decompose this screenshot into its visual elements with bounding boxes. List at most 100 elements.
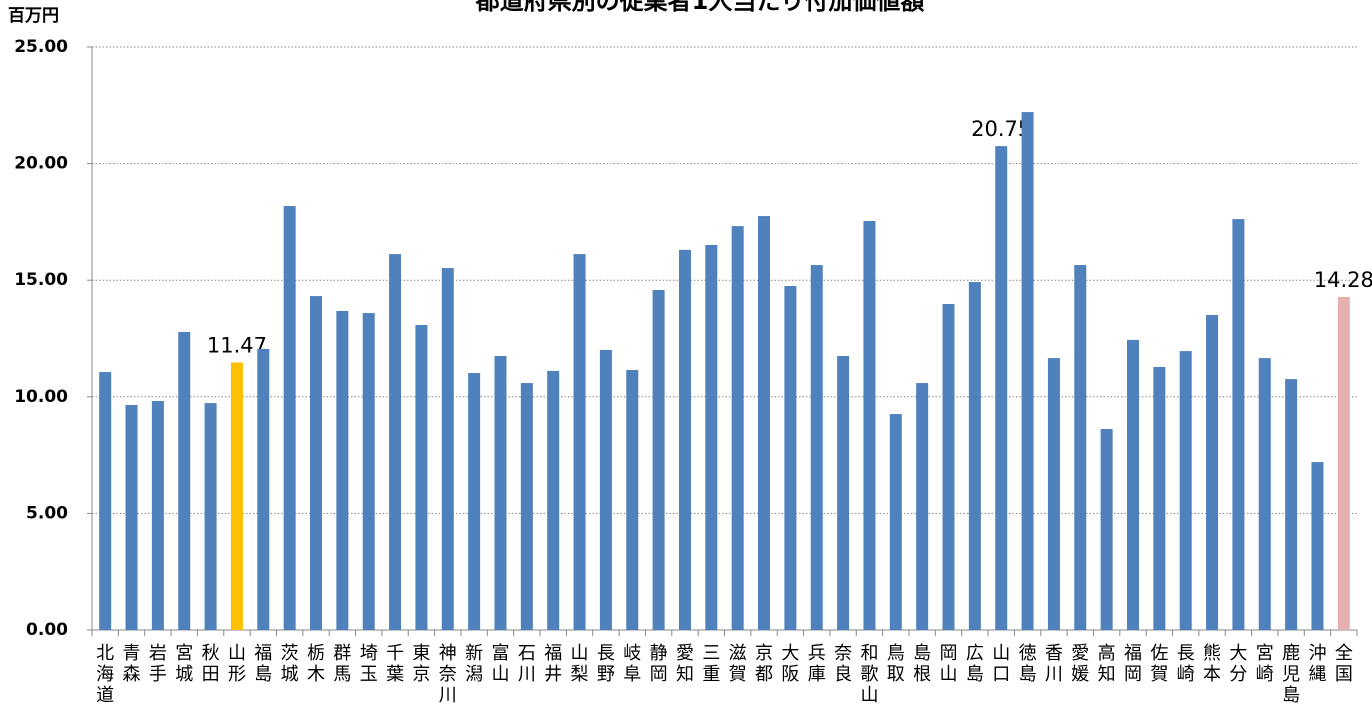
x-tick-label: 福島 bbox=[254, 643, 272, 685]
x-tick-label: 宮城 bbox=[175, 643, 193, 685]
x-tick-label: 全国 bbox=[1335, 643, 1353, 685]
x-tick-label: 千葉 bbox=[386, 643, 404, 685]
x-tick-label: 神奈川 bbox=[439, 643, 457, 705]
bar bbox=[310, 296, 323, 630]
bar bbox=[415, 324, 428, 630]
bar bbox=[547, 370, 560, 630]
bar bbox=[1047, 358, 1060, 630]
y-tick-label: 10.00 bbox=[14, 387, 68, 407]
y-tick-label: 20.00 bbox=[14, 154, 68, 174]
x-tick-label: 島根 bbox=[913, 643, 931, 685]
x-tick-label: 福岡 bbox=[1124, 643, 1142, 685]
y-tick-label: 25.00 bbox=[14, 37, 68, 57]
x-tick-label: 広島 bbox=[966, 643, 984, 685]
x-tick-label: 沖縄 bbox=[1308, 643, 1326, 685]
bar bbox=[204, 403, 217, 630]
x-tick-label: 石川 bbox=[518, 643, 536, 685]
bar bbox=[678, 249, 691, 630]
data-label: 20.75 bbox=[971, 117, 1031, 141]
bar bbox=[626, 369, 639, 630]
y-tick-label: 0.00 bbox=[26, 620, 68, 640]
bar bbox=[520, 383, 533, 630]
x-tick-label: 栃木 bbox=[307, 643, 325, 685]
x-tick-label: 大阪 bbox=[781, 643, 799, 685]
x-tick-label: 奈良 bbox=[834, 643, 852, 685]
x-tick-label: 佐賀 bbox=[1150, 643, 1168, 685]
bar bbox=[468, 373, 481, 630]
x-tick-label: 青森 bbox=[123, 643, 141, 685]
x-tick-label: 岐阜 bbox=[623, 643, 641, 685]
x-tick-label: 長野 bbox=[597, 643, 615, 685]
bar bbox=[1337, 296, 1350, 630]
bar bbox=[1285, 379, 1298, 630]
x-tick-label: 群馬 bbox=[333, 643, 351, 685]
chart-title: 都道府県別の従業者1人当たり付加価値額 bbox=[475, 0, 925, 15]
bar bbox=[151, 400, 164, 630]
bar bbox=[1232, 219, 1245, 630]
x-tick-label: 長崎 bbox=[1177, 643, 1195, 685]
bar bbox=[230, 362, 243, 630]
x-tick-label: 鳥取 bbox=[887, 643, 905, 685]
bar bbox=[705, 244, 718, 630]
bar bbox=[784, 286, 797, 630]
x-tick-label: 大分 bbox=[1229, 643, 1247, 685]
x-tick-label: 静岡 bbox=[650, 643, 668, 685]
x-tick-label: 三重 bbox=[702, 643, 720, 685]
x-tick-label: 愛媛 bbox=[1071, 643, 1089, 685]
x-tick-label: 埼玉 bbox=[360, 643, 378, 685]
x-tick-label: 岡山 bbox=[940, 643, 958, 685]
x-tick-label: 熊本 bbox=[1203, 643, 1221, 685]
bar bbox=[995, 146, 1008, 631]
x-tick-label: 香川 bbox=[1045, 643, 1063, 685]
x-tick-label: 東京 bbox=[412, 643, 430, 685]
bar bbox=[837, 355, 850, 630]
bar bbox=[178, 331, 191, 630]
x-tick-label: 宮崎 bbox=[1256, 643, 1274, 685]
bar bbox=[968, 282, 981, 630]
x-tick-label: 山形 bbox=[228, 643, 246, 685]
y-tick-label: 15.00 bbox=[14, 270, 68, 290]
x-tick-label: 高知 bbox=[1098, 643, 1116, 685]
bar bbox=[889, 414, 902, 630]
x-tick-label: 福井 bbox=[544, 643, 562, 685]
x-tick-label: 兵庫 bbox=[808, 643, 826, 685]
bar bbox=[1126, 339, 1139, 630]
bar bbox=[336, 310, 349, 630]
bar bbox=[1179, 351, 1192, 630]
x-tick-label: 滋賀 bbox=[729, 643, 747, 685]
data-label: 14.28 bbox=[1314, 268, 1372, 292]
x-tick-label: 岩手 bbox=[149, 643, 167, 685]
bar bbox=[1311, 462, 1324, 630]
bar bbox=[863, 220, 876, 630]
bar bbox=[283, 206, 296, 630]
x-tick-label: 京都 bbox=[755, 643, 773, 685]
bar bbox=[362, 313, 375, 630]
y-axis-label: 百万円 bbox=[8, 6, 59, 26]
x-tick-label: 北海道 bbox=[96, 643, 114, 705]
bar bbox=[1100, 428, 1113, 630]
bar bbox=[1206, 314, 1219, 630]
bar bbox=[1074, 265, 1087, 630]
x-tick-label: 富山 bbox=[491, 643, 509, 685]
bar bbox=[573, 254, 586, 630]
x-tick-label: 山梨 bbox=[571, 643, 589, 685]
bar bbox=[599, 349, 612, 630]
bar bbox=[441, 268, 454, 630]
x-tick-label: 鹿児島 bbox=[1282, 643, 1300, 705]
bar bbox=[125, 404, 138, 630]
x-tick-label: 茨城 bbox=[281, 643, 299, 685]
bar bbox=[652, 289, 665, 630]
x-tick-label: 秋田 bbox=[202, 643, 220, 685]
bar bbox=[494, 355, 507, 630]
bar bbox=[942, 303, 955, 630]
x-tick-label: 山口 bbox=[992, 643, 1010, 685]
x-tick-label: 新潟 bbox=[465, 643, 483, 685]
y-tick-label: 5.00 bbox=[26, 503, 68, 523]
data-label: 11.47 bbox=[207, 334, 267, 358]
bar bbox=[257, 348, 270, 630]
bar bbox=[758, 216, 771, 630]
x-tick-label: 和歌山 bbox=[860, 643, 878, 705]
bar bbox=[810, 265, 823, 630]
bar bbox=[1258, 358, 1271, 630]
